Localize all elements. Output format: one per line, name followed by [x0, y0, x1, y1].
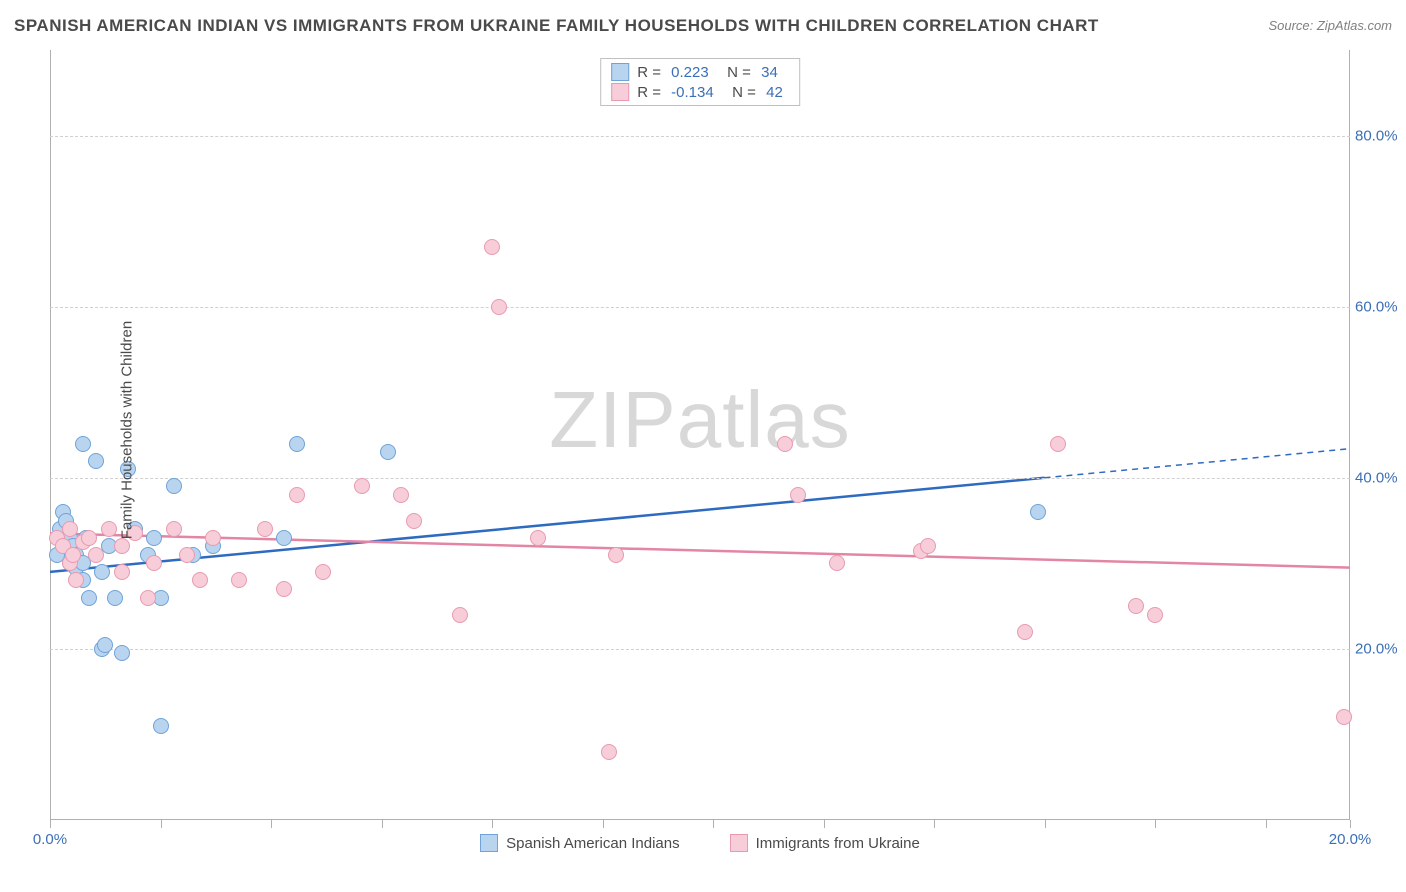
- legend-series-item: Immigrants from Ukraine: [730, 834, 920, 852]
- x-tick: [492, 820, 493, 828]
- x-tick: [271, 820, 272, 828]
- y-axis-left: [50, 50, 51, 820]
- watermark-zip: ZIP: [549, 375, 676, 464]
- legend-row: R = -0.134 N = 42: [611, 82, 789, 102]
- scatter-point: [75, 436, 91, 452]
- scatter-point: [289, 487, 305, 503]
- scatter-point: [315, 564, 331, 580]
- scatter-point: [140, 590, 156, 606]
- scatter-point: [1030, 504, 1046, 520]
- watermark-atlas: atlas: [677, 375, 851, 464]
- scatter-point: [354, 478, 370, 494]
- scatter-point: [1336, 709, 1352, 725]
- legend-series-label: Spanish American Indians: [506, 835, 679, 852]
- legend-series-label: Immigrants from Ukraine: [756, 835, 920, 852]
- y-tick-label: 40.0%: [1355, 469, 1406, 486]
- chart-title: SPANISH AMERICAN INDIAN VS IMMIGRANTS FR…: [14, 16, 1099, 36]
- x-tick: [161, 820, 162, 828]
- x-tick: [1350, 820, 1351, 828]
- gridline-h: [50, 307, 1350, 308]
- x-tick: [824, 820, 825, 828]
- scatter-point: [777, 436, 793, 452]
- legend-correlation: R = 0.223 N = 34 R = -0.134 N = 42: [600, 58, 800, 106]
- y-tick-label: 20.0%: [1355, 640, 1406, 657]
- gridline-h: [50, 649, 1350, 650]
- scatter-point: [166, 521, 182, 537]
- scatter-point: [97, 637, 113, 653]
- scatter-point: [146, 555, 162, 571]
- x-tick-label: 0.0%: [33, 831, 67, 848]
- x-tick: [1155, 820, 1156, 828]
- legend-swatch: [611, 63, 629, 81]
- x-tick-label: 20.0%: [1329, 831, 1372, 848]
- scatter-point: [107, 590, 123, 606]
- scatter-point: [491, 299, 507, 315]
- gridline-h: [50, 478, 1350, 479]
- scatter-point: [608, 547, 624, 563]
- legend-series: Spanish American Indians Immigrants from …: [50, 834, 1350, 852]
- scatter-point: [380, 444, 396, 460]
- scatter-point: [484, 239, 500, 255]
- scatter-point: [1147, 607, 1163, 623]
- scatter-point: [68, 572, 84, 588]
- gridline-h: [50, 136, 1350, 137]
- legend-swatch: [611, 83, 629, 101]
- scatter-point: [114, 564, 130, 580]
- scatter-point: [452, 607, 468, 623]
- scatter-point: [94, 564, 110, 580]
- scatter-point: [1050, 436, 1066, 452]
- x-tick: [1266, 820, 1267, 828]
- legend-swatch: [730, 834, 748, 852]
- y-axis-right: [1349, 50, 1350, 820]
- scatter-point: [829, 555, 845, 571]
- scatter-point: [530, 530, 546, 546]
- y-axis-label: Family Households with Children: [119, 321, 136, 539]
- scatter-point: [1017, 624, 1033, 640]
- scatter-point: [601, 744, 617, 760]
- source-attribution: Source: ZipAtlas.com: [1268, 18, 1392, 33]
- scatter-point: [179, 547, 195, 563]
- legend-row: R = 0.223 N = 34: [611, 62, 789, 82]
- scatter-point: [166, 478, 182, 494]
- scatter-point: [101, 521, 117, 537]
- scatter-point: [205, 530, 221, 546]
- scatter-point: [790, 487, 806, 503]
- y-tick-label: 60.0%: [1355, 298, 1406, 315]
- trend-lines: [50, 50, 1350, 820]
- scatter-point: [257, 521, 273, 537]
- scatter-point: [81, 590, 97, 606]
- scatter-point: [81, 530, 97, 546]
- scatter-point: [276, 530, 292, 546]
- x-tick: [934, 820, 935, 828]
- x-tick: [382, 820, 383, 828]
- scatter-point: [114, 538, 130, 554]
- plot-area: ZIPatlas R = 0.223 N = 34 R = -0.134 N = …: [50, 50, 1350, 820]
- x-tick: [50, 820, 51, 828]
- x-tick: [603, 820, 604, 828]
- scatter-point: [231, 572, 247, 588]
- scatter-point: [114, 645, 130, 661]
- scatter-point: [406, 513, 422, 529]
- legend-swatch: [480, 834, 498, 852]
- chart-container: SPANISH AMERICAN INDIAN VS IMMIGRANTS FR…: [0, 0, 1406, 892]
- x-tick: [1045, 820, 1046, 828]
- scatter-point: [289, 436, 305, 452]
- legend-text: R = -0.134 N = 42: [637, 84, 789, 101]
- scatter-point: [153, 718, 169, 734]
- scatter-point: [62, 521, 78, 537]
- scatter-point: [192, 572, 208, 588]
- scatter-point: [88, 547, 104, 563]
- scatter-point: [146, 530, 162, 546]
- scatter-point: [88, 453, 104, 469]
- scatter-point: [1128, 598, 1144, 614]
- watermark: ZIPatlas: [549, 374, 850, 466]
- legend-text: R = 0.223 N = 34: [637, 64, 784, 81]
- x-tick: [713, 820, 714, 828]
- y-tick-label: 80.0%: [1355, 127, 1406, 144]
- legend-series-item: Spanish American Indians: [480, 834, 679, 852]
- scatter-point: [920, 538, 936, 554]
- scatter-point: [276, 581, 292, 597]
- scatter-point: [393, 487, 409, 503]
